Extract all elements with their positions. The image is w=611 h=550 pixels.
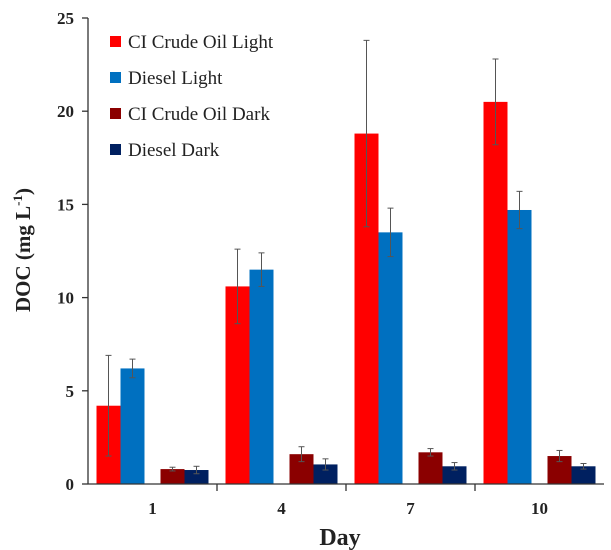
y-tick-label: 25 [57,9,74,28]
y-axis-title-main: DOC (mg L [11,206,35,312]
y-tick-label: 0 [66,475,75,494]
y-axis-title: DOC (mg L-1) [10,188,35,312]
y-tick-label: 5 [66,382,75,401]
x-tick-label: 7 [406,499,415,518]
bar [160,469,185,484]
bar [442,466,467,484]
legend-label: Diesel Dark [128,140,220,161]
legend-label: Diesel Light [128,68,223,89]
x-tick-label: 4 [277,499,286,518]
legend: CI Crude Oil Light Diesel Light CI Crude O… [110,32,274,161]
y-tick-label: 10 [57,289,74,308]
plot-area [96,39,596,484]
x-axis-title: Day [319,525,360,550]
legend-swatch [110,144,121,155]
bar [418,452,443,484]
x-tick-label: 1 [148,499,157,518]
y-axis-title-close: ) [11,188,35,195]
bar [120,368,145,484]
bar [313,464,338,484]
legend-label: CI Crude Oil Dark [128,104,270,125]
bar [507,209,532,484]
y-axis-title-superscript: -1 [10,195,25,206]
legend-label: CI Crude Oil Light [128,32,274,53]
bar [571,466,596,484]
bar [378,232,403,484]
legend-swatch [110,108,121,119]
legend-swatch [110,72,121,83]
bar [483,101,508,484]
bar [249,269,274,484]
x-tick-label: 10 [531,499,548,518]
y-tick-label: 20 [57,102,74,121]
legend-swatch [110,36,121,47]
axes: 0 5 10 15 20 25 1 4 7 10 [57,9,604,518]
y-tick-label: 15 [57,195,74,214]
bar [184,470,209,484]
